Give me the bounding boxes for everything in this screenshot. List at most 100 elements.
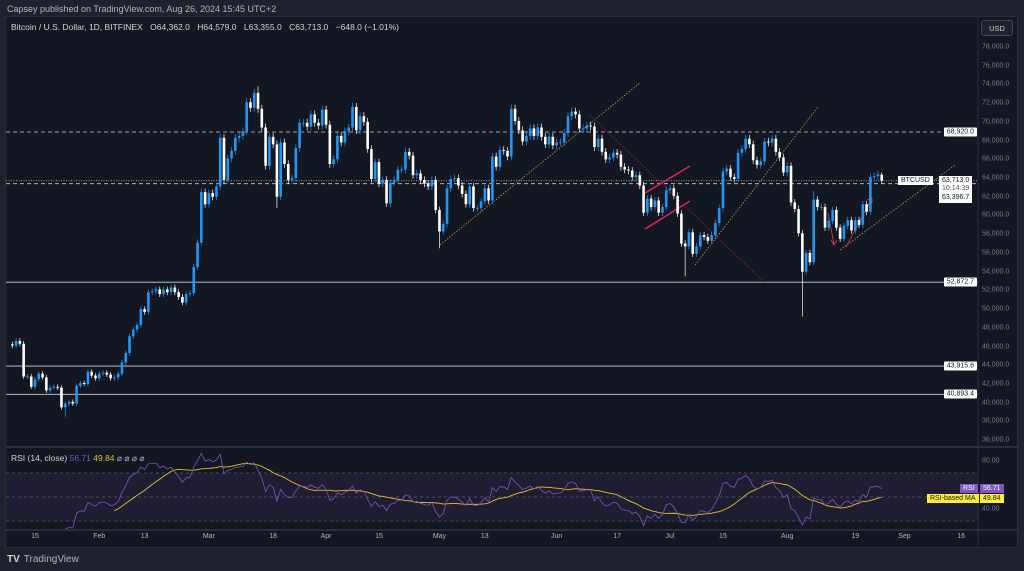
candle-body [328, 124, 332, 164]
flag-lower-line [644, 200, 691, 230]
candle-body [430, 179, 434, 187]
candle-body [362, 116, 366, 122]
candle-body [309, 114, 313, 127]
candle-body [782, 157, 785, 173]
candle-body [75, 385, 78, 404]
candle-body [275, 144, 279, 197]
candle-body [279, 142, 282, 197]
rsi-value-tag: 56.71 [980, 484, 1004, 493]
candle-body [128, 336, 131, 354]
candle-body [491, 156, 494, 201]
price-axis-label: 40,000.0 [982, 399, 1010, 407]
candle-body [566, 116, 570, 134]
candle-body [706, 237, 710, 241]
rsi-axis-40: 40.00 [982, 505, 1000, 513]
candle-body [748, 138, 751, 145]
price-axis-label: 52,000.0 [982, 286, 1010, 294]
candle-body [475, 207, 479, 209]
currency-button[interactable]: USD [981, 20, 1013, 36]
candle-body [593, 126, 596, 148]
candle-body [234, 137, 237, 151]
candle-body [26, 376, 29, 378]
candle-body [14, 340, 18, 346]
candle-body [525, 135, 528, 142]
candle-body [218, 137, 222, 187]
candle-body [672, 188, 676, 196]
candle-body [676, 195, 679, 214]
candle-body [271, 136, 275, 145]
candle-body [79, 383, 82, 386]
rsi-ma-value-tag: 49.84 [980, 494, 1004, 503]
price-axis-label: 78,000.0 [982, 43, 1010, 51]
candle-body [483, 188, 487, 202]
time-axis-label: Feb [93, 533, 106, 540]
candle-body [487, 188, 490, 201]
rsi-visibility-icons[interactable]: ⌀ ⌀ ⌀ ⌀ [116, 453, 145, 463]
candle-body [33, 379, 37, 387]
candle-body [608, 157, 611, 160]
candle-body [521, 130, 524, 142]
candle-body [52, 386, 56, 388]
candle-body [702, 235, 706, 238]
price-axis-label: 70,000.0 [982, 118, 1010, 126]
candle-body [230, 150, 233, 159]
time-axis-label: Mar [202, 533, 215, 540]
candle-body [237, 135, 241, 138]
candle-body [196, 242, 199, 267]
candle-body [695, 246, 698, 254]
candle-body [683, 243, 687, 247]
time-axis-label: Aug [780, 533, 794, 540]
candle-body [880, 174, 884, 181]
candle-body [646, 198, 649, 213]
time-axis-label: Apr [320, 533, 332, 540]
candle-body [861, 204, 865, 225]
close-value: C63,713.0 [289, 22, 329, 32]
candle-body [600, 138, 604, 152]
candle-body [831, 209, 834, 222]
time-axis-label: 13 [480, 533, 489, 540]
candle-body [135, 324, 139, 330]
candle-body [222, 137, 226, 180]
candle-body [668, 188, 672, 191]
candle-body [842, 225, 846, 239]
candle-body [116, 373, 120, 378]
candle-body [797, 208, 800, 234]
candle-body [812, 199, 815, 263]
candle-body [562, 133, 566, 143]
candle-body [604, 151, 608, 160]
candle-body [547, 136, 551, 145]
low-value: L63,355.0 [243, 22, 282, 32]
candle-body [751, 144, 755, 161]
candle-body [249, 102, 252, 108]
level-price-tag: 68,920.0 [943, 127, 977, 137]
candle-body [434, 179, 437, 210]
candle-body [18, 340, 22, 344]
price-axis-label: 48,000.0 [982, 324, 1010, 332]
candle-body [445, 188, 449, 224]
candle-body [544, 136, 547, 145]
candle-body [793, 202, 797, 209]
candle-body [169, 287, 173, 293]
time-axis-label: 15 [31, 533, 39, 540]
candle-body [755, 160, 759, 165]
candle-body [846, 220, 849, 226]
candle-body [97, 373, 101, 379]
candle-body [770, 138, 774, 143]
candle-body [823, 207, 827, 228]
candle-body [555, 142, 558, 146]
price-axis-label: 50,000.0 [982, 305, 1010, 313]
time-axis-label: 13 [140, 533, 149, 540]
candle-body [479, 201, 483, 208]
candle-body [827, 221, 831, 228]
candle-body [634, 175, 638, 178]
candle-body [691, 232, 695, 254]
candle-body [45, 377, 48, 391]
candle-body [184, 294, 188, 303]
rsi-ma-series-tag: RSI-based MA [927, 494, 979, 503]
candle-body [853, 220, 857, 231]
candle-body [181, 296, 184, 303]
candle-body [264, 127, 267, 166]
change-value: −648.0 (−1.01%) [335, 22, 399, 32]
candle-body [339, 135, 343, 143]
